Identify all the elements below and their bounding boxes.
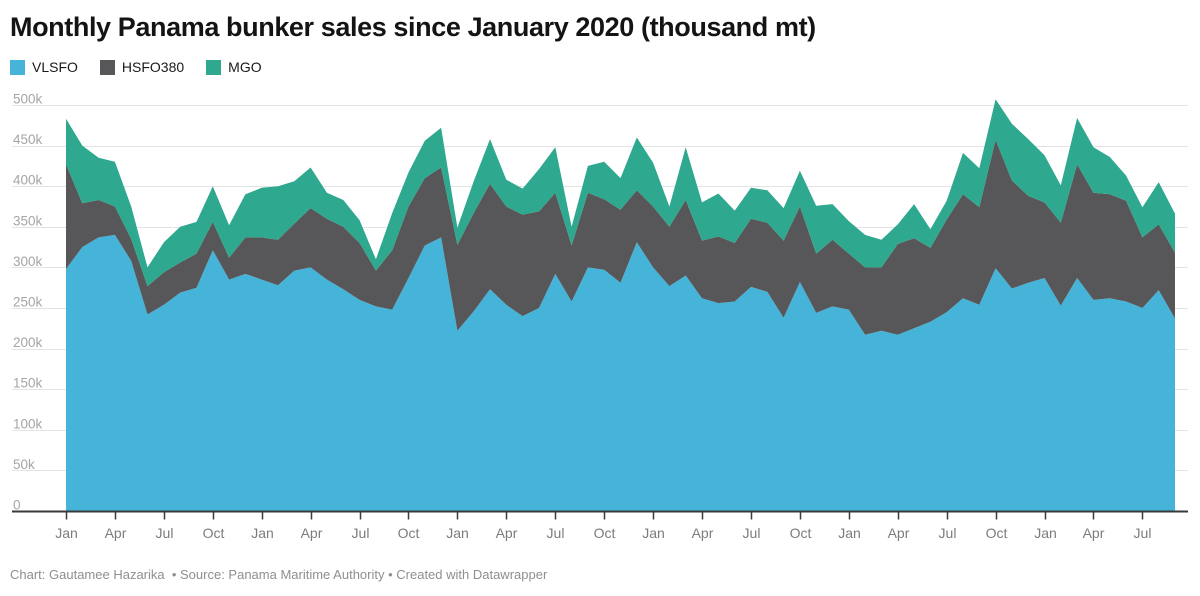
svg-text:350k: 350k — [13, 213, 43, 228]
y-axis-labels: 0 50k 100k 150k 200k 250k 300k 350k 400k 450k 500k — [13, 92, 43, 513]
chart-footer-credits: Chart: Gautamee Hazarika • Source: Panam… — [10, 567, 548, 582]
legend-item-vlsfo: VLSFO — [10, 59, 78, 75]
svg-text:50k: 50k — [13, 457, 35, 472]
svg-text:Apr: Apr — [1083, 525, 1105, 541]
svg-text:500k: 500k — [13, 92, 43, 107]
svg-text:150k: 150k — [13, 376, 43, 391]
vlsfo-swatch-icon — [10, 59, 25, 75]
svg-text:Apr: Apr — [105, 525, 127, 541]
legend-label: HSFO380 — [121, 59, 185, 75]
svg-text:Jul: Jul — [743, 525, 761, 541]
svg-text:Jan: Jan — [251, 525, 274, 541]
svg-text:Oct: Oct — [398, 525, 420, 541]
area-hsfo380[interactable] — [66, 139, 1175, 335]
legend-item-hsfo380: HSFO380 — [99, 59, 185, 75]
svg-text:100k: 100k — [13, 416, 43, 431]
svg-text:Jul: Jul — [547, 525, 565, 541]
svg-text:Jan: Jan — [1034, 525, 1057, 541]
svg-text:250k: 250k — [13, 295, 43, 310]
svg-text:Oct: Oct — [203, 525, 225, 541]
svg-text:Jul: Jul — [939, 525, 957, 541]
mgo-swatch-icon — [206, 59, 222, 75]
x-axis-ticks — [65, 512, 1144, 520]
svg-text:Oct: Oct — [790, 525, 812, 541]
x-axis-labels: Jan Apr Jul Oct Jan Apr Jul Oct Jan Apr Jul Oct Jan A… — [55, 525, 1151, 541]
chart-title: Monthly Panama bunker sales since Januar… — [10, 12, 816, 42]
svg-text:Jan: Jan — [55, 525, 78, 541]
svg-text:Jul: Jul — [156, 525, 174, 541]
legend: VLSFO HSFO380 MGO — [10, 59, 262, 75]
svg-text:Apr: Apr — [496, 525, 518, 541]
svg-text:Jul: Jul — [1134, 525, 1152, 541]
svg-text:450k: 450k — [13, 132, 43, 147]
svg-text:Jan: Jan — [838, 525, 861, 541]
legend-item-mgo: MGO — [206, 59, 262, 75]
svg-text:300k: 300k — [13, 254, 43, 269]
legend-label: MGO — [228, 59, 262, 75]
svg-text:Apr: Apr — [692, 525, 714, 541]
svg-text:0: 0 — [13, 498, 21, 513]
svg-text:Jan: Jan — [642, 525, 665, 541]
area-vlsfo[interactable] — [66, 234, 1175, 511]
svg-text:Apr: Apr — [301, 525, 323, 541]
legend-label: VLSFO — [32, 59, 78, 75]
area-mgo[interactable] — [66, 99, 1175, 287]
svg-text:Oct: Oct — [594, 525, 616, 541]
svg-text:Jan: Jan — [446, 525, 469, 541]
svg-text:Jul: Jul — [352, 525, 370, 541]
svg-text:400k: 400k — [13, 173, 43, 188]
hsfo380-swatch-icon — [99, 59, 115, 75]
svg-text:Apr: Apr — [888, 525, 910, 541]
svg-text:Oct: Oct — [986, 525, 1008, 541]
svg-text:200k: 200k — [13, 335, 43, 350]
